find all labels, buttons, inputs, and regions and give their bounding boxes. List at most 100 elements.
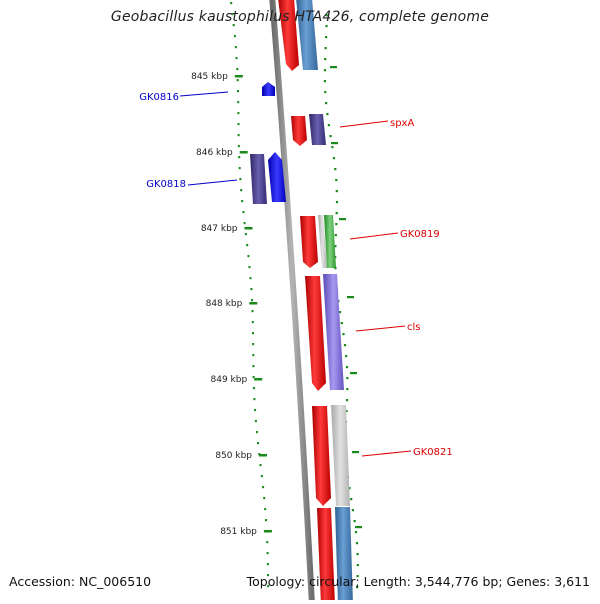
skew-dot (335, 212, 338, 215)
gene-label-gk0818[interactable]: GK0818 (146, 179, 186, 190)
gc-dot (243, 222, 246, 225)
gene-label-spxa[interactable]: spxA (390, 118, 414, 129)
skew-dot (345, 399, 349, 402)
tick-label: 846 kbp (196, 148, 233, 158)
tick-mark (234, 75, 243, 78)
skew-dot (325, 14, 328, 17)
skew-dot (335, 190, 338, 193)
gc-dot (257, 442, 259, 445)
gene-label-gk0819[interactable]: GK0819 (400, 229, 440, 240)
skew-dot (324, 91, 327, 94)
skew-dot (332, 157, 336, 160)
gc-dot (253, 387, 255, 390)
skew-dot (324, 58, 327, 61)
gene-bottom-arrow[interactable] (317, 508, 335, 604)
cog-gk0819-bar-gray (318, 215, 327, 268)
gc-dot (266, 541, 269, 544)
skew-dot (354, 531, 358, 534)
tick-mark (244, 227, 253, 230)
minus-strand-features (250, 82, 286, 204)
skew-tick (347, 296, 354, 299)
gc-dot (252, 332, 254, 335)
skew-dot (327, 124, 330, 127)
skew-dot (325, 36, 328, 39)
gc-dot (266, 563, 269, 566)
skew-dot (340, 322, 343, 325)
skew-dot (334, 267, 337, 270)
skew-dot (345, 366, 349, 369)
gc-dot (237, 134, 240, 137)
gc-dot (255, 431, 258, 434)
gc-dot (262, 486, 265, 489)
tick-label: 849 kbp (211, 375, 248, 385)
skew-dot (355, 542, 359, 545)
gene-label-cls[interactable]: cls (407, 322, 421, 333)
skew-dot (356, 575, 359, 578)
tick-mark (263, 530, 272, 533)
skew-dot (331, 146, 334, 149)
gc-dot (241, 200, 244, 203)
tick-label: 847 kbp (201, 224, 238, 234)
gc-dot (254, 409, 257, 412)
tick-label: 851 kbp (220, 527, 257, 537)
gc-dot (267, 574, 269, 577)
skew-dot (342, 333, 345, 336)
gc-dot (242, 211, 245, 214)
gene-gk0816-arrow[interactable] (262, 82, 275, 96)
gc-dot (234, 46, 237, 49)
skew-dot (353, 520, 356, 523)
gc-dot (247, 255, 250, 258)
tick-mark (254, 378, 263, 381)
gc-dot (252, 376, 255, 379)
skew-dot (326, 113, 329, 116)
map-title: Geobacillus kaustophilus HTA426, complet… (110, 9, 490, 25)
position-ticks: 845 kbp 846 kbp 847 kbp 848 kbp 849 kbp 850 k… (191, 66, 362, 537)
leader-line (339, 120, 389, 128)
gc-dot (237, 123, 240, 126)
gc-dot (267, 585, 270, 588)
tick-label: 845 kbp (191, 72, 228, 82)
skew-dot (334, 245, 337, 248)
gc-dot (236, 79, 239, 82)
gc-dot (251, 299, 253, 302)
skew-tick (330, 66, 337, 69)
skew-dot (335, 201, 339, 204)
skew-dot (335, 223, 338, 226)
skew-dot (345, 355, 348, 358)
tick-mark (249, 302, 258, 305)
tick-label: 848 kbp (206, 299, 243, 309)
gc-dot (230, 2, 233, 5)
leader-line (361, 450, 412, 457)
gene-label-gk0816[interactable]: GK0816 (139, 92, 179, 103)
gene-spxa-arrow[interactable] (291, 116, 307, 146)
gc-dot (266, 552, 269, 555)
label-leader-lines (179, 91, 412, 457)
cog-gk0821-bar (331, 405, 350, 506)
skew-dot (345, 410, 348, 413)
skew-dot (335, 179, 338, 182)
genome-backbone (269, 0, 315, 604)
skew-dot (356, 586, 359, 589)
tick-mark (239, 151, 248, 154)
skew-tick (352, 451, 359, 454)
skew-dot (324, 47, 327, 50)
tick-label: 850 kbp (215, 451, 252, 461)
cog-bottom-bar (335, 507, 353, 604)
cog-gk0818-bar (250, 154, 267, 204)
gene-gk0818-arrow[interactable] (268, 152, 286, 202)
gene-label-gk0821[interactable]: GK0821 (413, 447, 453, 458)
gene-top-arrow[interactable] (278, 0, 299, 71)
accession-text: Accession: NC_006510 (9, 574, 152, 589)
gc-dot (236, 68, 239, 71)
plus-strand-features (278, 0, 353, 604)
skew-dot (351, 509, 354, 512)
gene-gk0821-arrow[interactable] (312, 406, 331, 506)
tick-mark (259, 454, 267, 457)
gene-cls-arrow[interactable] (305, 276, 326, 391)
gc-dot (235, 57, 238, 60)
gene-gk0819-arrow[interactable] (300, 216, 318, 268)
gc-dot (237, 101, 240, 104)
gc-dot (264, 508, 267, 511)
